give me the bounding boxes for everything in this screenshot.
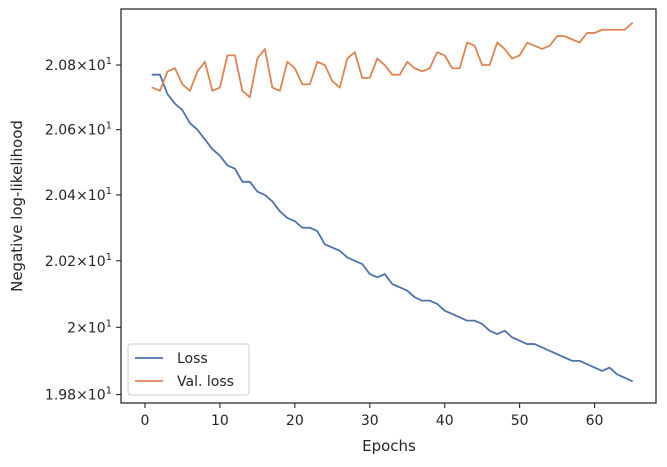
y-tick-label: 2.04×101 xyxy=(45,186,112,204)
x-tick-label: 40 xyxy=(436,413,454,429)
legend-box xyxy=(127,343,250,396)
y-axis-ticks: 1.98×101 2×101 2.02×101 2.04×101 2.06×101 2.0… xyxy=(45,56,121,404)
x-tick-label: 20 xyxy=(286,413,304,429)
series-line-loss xyxy=(151,73,633,382)
plot-frame xyxy=(120,8,657,404)
y-tick-label: 2.08×101 xyxy=(45,56,112,74)
y-tick-label: 2×101 xyxy=(67,318,112,336)
x-tick-label: 60 xyxy=(586,413,604,429)
legend: Loss Val. loss xyxy=(127,343,250,396)
x-tick-label: 50 xyxy=(511,413,529,429)
y-axis-label: Negative log-likelihood xyxy=(8,120,26,292)
series-line-val-loss xyxy=(151,22,633,99)
plot-lines xyxy=(151,22,633,382)
x-tick-label: 30 xyxy=(361,413,379,429)
x-axis-label: Epochs xyxy=(362,437,416,455)
legend-label-val-loss: Val. loss xyxy=(177,374,234,390)
legend-label-loss: Loss xyxy=(177,351,208,367)
y-tick-label: 2.06×101 xyxy=(45,121,112,139)
y-tick-label: 1.98×101 xyxy=(45,386,112,404)
x-tick-label: 10 xyxy=(211,413,229,429)
x-tick-label: 0 xyxy=(141,413,150,429)
x-axis-ticks: 0 10 20 30 40 50 60 xyxy=(141,403,604,429)
y-tick-label: 2.02×101 xyxy=(45,252,112,270)
